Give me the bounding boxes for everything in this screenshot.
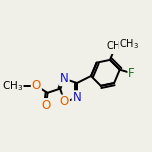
Text: CH$_2$: CH$_2$	[106, 40, 125, 54]
Text: CH$_3$: CH$_3$	[2, 79, 23, 93]
Text: CH$_3$: CH$_3$	[119, 37, 139, 51]
Text: F: F	[128, 67, 135, 80]
Text: O: O	[60, 95, 69, 108]
Text: O: O	[32, 79, 41, 92]
Text: N: N	[60, 72, 69, 85]
Text: N: N	[73, 91, 81, 104]
Text: O: O	[41, 99, 51, 112]
